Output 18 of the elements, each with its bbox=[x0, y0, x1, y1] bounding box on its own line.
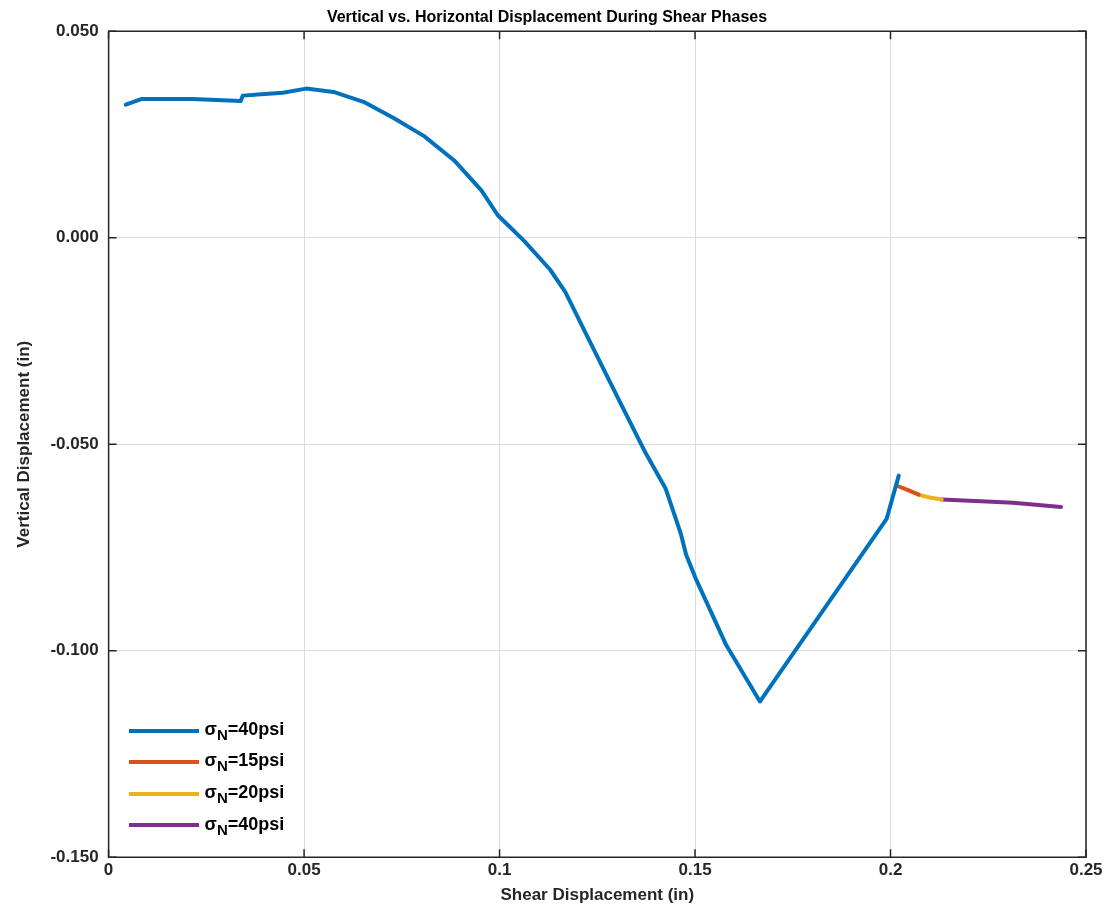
y-axis-title: Vertical Displacement (in) bbox=[13, 340, 33, 548]
x-tick-label: 0.2 bbox=[878, 860, 903, 880]
y-tick-label: -0.100 bbox=[50, 640, 99, 660]
legend-label: σ$_{N}$=15psi bbox=[204, 750, 285, 775]
x-tick-label: 0.25 bbox=[1069, 860, 1103, 880]
x-axis-title: Shear Displacement (in) bbox=[500, 885, 695, 905]
legend-label: σ$_{N}$=20psi bbox=[204, 782, 285, 806]
y-tick-label: 0.000 bbox=[56, 227, 99, 247]
y-tick-label: -0.050 bbox=[50, 433, 99, 453]
x-tick-label: 0.05 bbox=[287, 860, 321, 880]
x-tick-label: 0.1 bbox=[487, 860, 512, 880]
y-tick-label: -0.150 bbox=[50, 846, 99, 866]
legend-label: σ$_{N}$=40psi bbox=[204, 718, 285, 743]
chart-title: Vertical vs. Horizontal Displacement During Shear Phases bbox=[326, 8, 768, 26]
x-tick-label: 0 bbox=[103, 860, 114, 880]
y-tick-label: 0.050 bbox=[56, 20, 99, 40]
x-tick-label: 0.15 bbox=[678, 860, 712, 880]
legend-label: σ$_{N}$=40psi bbox=[204, 813, 285, 838]
